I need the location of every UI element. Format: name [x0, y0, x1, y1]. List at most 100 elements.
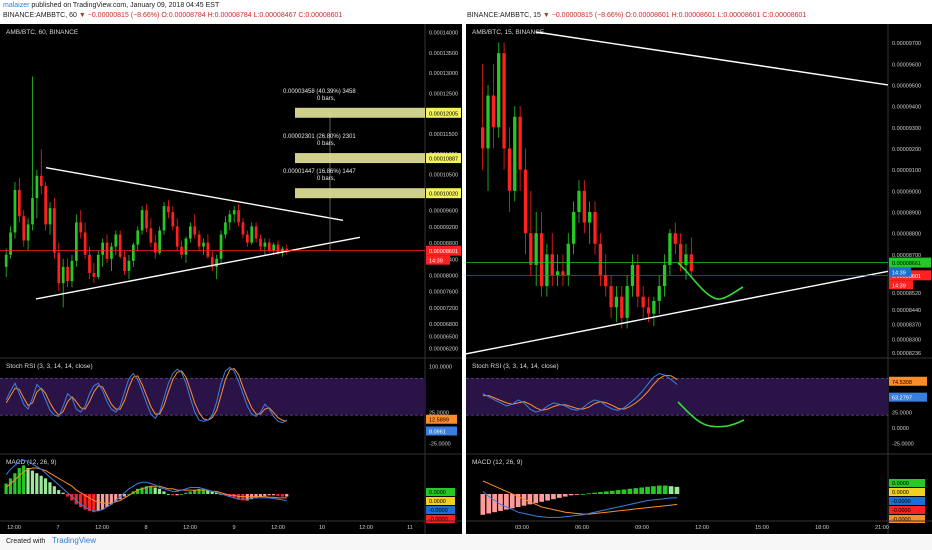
macd-histogram-bar: [263, 494, 267, 496]
candle-body: [604, 275, 608, 287]
time-tick-label: 15:00: [755, 525, 769, 531]
macd-histogram-bar: [136, 488, 140, 494]
macd-histogram-bar: [39, 475, 43, 494]
left-symbol-ohlc: O:0.00008784 H:0.00008784 L:0.00008467 C…: [161, 12, 343, 19]
candle-body: [57, 252, 61, 284]
tradingview-logo-link[interactable]: TradingView: [52, 536, 97, 545]
macd-histogram-bar: [521, 494, 527, 506]
candle-body: [167, 206, 170, 213]
macd-value-marker: [426, 506, 455, 514]
candle-body: [668, 233, 672, 265]
price-tick-label: 0.00009600: [429, 209, 458, 215]
macd-value-marker: [889, 506, 925, 514]
target-label: 0.00002301 (26.80%) 2301: [283, 134, 356, 140]
candle-body: [88, 254, 91, 273]
macd-histogram-bar: [201, 488, 205, 494]
macd-histogram-bar: [621, 489, 627, 494]
stoch-rsi-tick: 25.0000: [892, 411, 912, 417]
macd-histogram-bar: [13, 473, 17, 494]
candle-body: [684, 254, 688, 265]
countdown-label: 14:39: [892, 283, 906, 289]
target-price-label: 0.00012005: [429, 111, 458, 117]
macd-title: MACD (12, 26, 9): [6, 459, 57, 466]
stoch-rsi-k-label: 74.5308: [892, 380, 912, 386]
candle-body: [263, 242, 267, 247]
left-symbol-info: BINANCE:AMBBTC, 60 ▼ −0.00000815 (−8.66%…: [3, 12, 342, 19]
candle-body: [96, 254, 100, 278]
macd-histogram-bar: [662, 485, 668, 494]
macd-value-marker: [426, 497, 455, 505]
macd-histogram-bar: [674, 486, 680, 494]
candle-body: [193, 226, 197, 235]
macd-histogram-bar: [574, 494, 580, 495]
stoch-rsi-tick: -25.0000: [429, 441, 451, 447]
price-tick-label: 0.00008440: [892, 308, 921, 314]
candle-body: [285, 248, 289, 251]
macd-histogram-bar: [651, 486, 656, 494]
right-chart-panel[interactable]: 0.00009700 0.00009600 0.00009500 0.00009400…: [466, 24, 932, 534]
target-label: 0.00003458 (40.39%) 3458: [283, 89, 356, 95]
candle-body: [625, 286, 629, 318]
candle-body: [254, 226, 258, 239]
price-tick-label: 0.00008000: [429, 274, 458, 280]
candle-body: [202, 242, 205, 247]
candle-body: [127, 260, 131, 271]
price-tick-label: 0.00009000: [892, 189, 921, 195]
left-chart-svg[interactable]: 0.00014000 0.00013500 0.00013000 0.00012500…: [0, 24, 462, 534]
macd-histogram-bar: [4, 483, 8, 494]
price-tick-label: 0.00009500: [892, 83, 921, 89]
candle-body: [529, 233, 533, 265]
price-tick-label: 0.00009700: [892, 41, 921, 47]
right-chart-svg[interactable]: 0.00009700 0.00009600 0.00009500 0.00009400…: [466, 24, 932, 534]
candle-body: [678, 243, 683, 265]
macd-histogram-bar: [604, 491, 609, 494]
time-tick-label: 12:00: [271, 525, 285, 531]
macd-histogram-bar: [539, 494, 545, 502]
target-zone: [295, 153, 425, 164]
stoch-rsi-k-marker: [889, 376, 927, 386]
macd-histogram-bar: [43, 478, 48, 494]
footer: Created with TradingView: [0, 535, 932, 550]
macd-value-marker: [889, 479, 925, 487]
candle-body: [241, 222, 245, 235]
candle-body: [545, 254, 549, 287]
created-with-text: Created with: [6, 538, 46, 545]
price-tick-label: 0.00008370: [892, 323, 921, 329]
candle-body: [210, 256, 214, 267]
macd-histogram-bar: [568, 494, 574, 496]
time-tick-label: 12:00: [95, 525, 109, 531]
candle-body: [145, 210, 148, 229]
macd-histogram-bar: [140, 487, 144, 494]
publisher-link[interactable]: malaizer: [3, 2, 30, 9]
candle-body: [184, 238, 188, 255]
macd-histogram-bar: [545, 494, 550, 501]
countdown-marker: [426, 255, 450, 265]
candle-body: [66, 266, 69, 282]
macd-histogram-bar: [598, 492, 603, 494]
macd-histogram-bar: [52, 486, 56, 494]
macd-histogram-bar: [206, 490, 210, 494]
price-tick-label: 0.00009600: [892, 62, 921, 68]
macd-histogram-bar: [556, 494, 562, 498]
macd-histogram-bar: [509, 494, 515, 509]
left-chart-panel[interactable]: 0.00014000 0.00013500 0.00013000 0.00012500…: [0, 24, 462, 534]
chart-title: AMB/BTC, 15, BINANCE: [472, 29, 545, 36]
time-tick-label: 09:00: [635, 525, 649, 531]
publish-line: malaizer published on TradingView.com, J…: [3, 2, 219, 9]
macd-histogram-bar: [70, 494, 74, 501]
time-tick-label: 21:00: [875, 525, 889, 531]
macd-histogram-bar: [114, 494, 118, 502]
macd-histogram-bar: [166, 494, 170, 495]
candle-body: [502, 53, 506, 149]
macd-value-label: -0.0000: [429, 517, 448, 523]
price-tick-label: 0.00010500: [429, 172, 458, 178]
candle-body: [614, 296, 619, 308]
macd-histogram-bar: [87, 494, 91, 511]
trendline: [535, 31, 889, 86]
macd-histogram-bar: [157, 488, 162, 494]
price-tick-label: 0.00006500: [429, 334, 458, 340]
macd-histogram-bar: [223, 494, 227, 496]
candle-body: [237, 210, 240, 223]
candle-body: [598, 243, 603, 276]
macd-histogram-bar: [26, 468, 30, 494]
